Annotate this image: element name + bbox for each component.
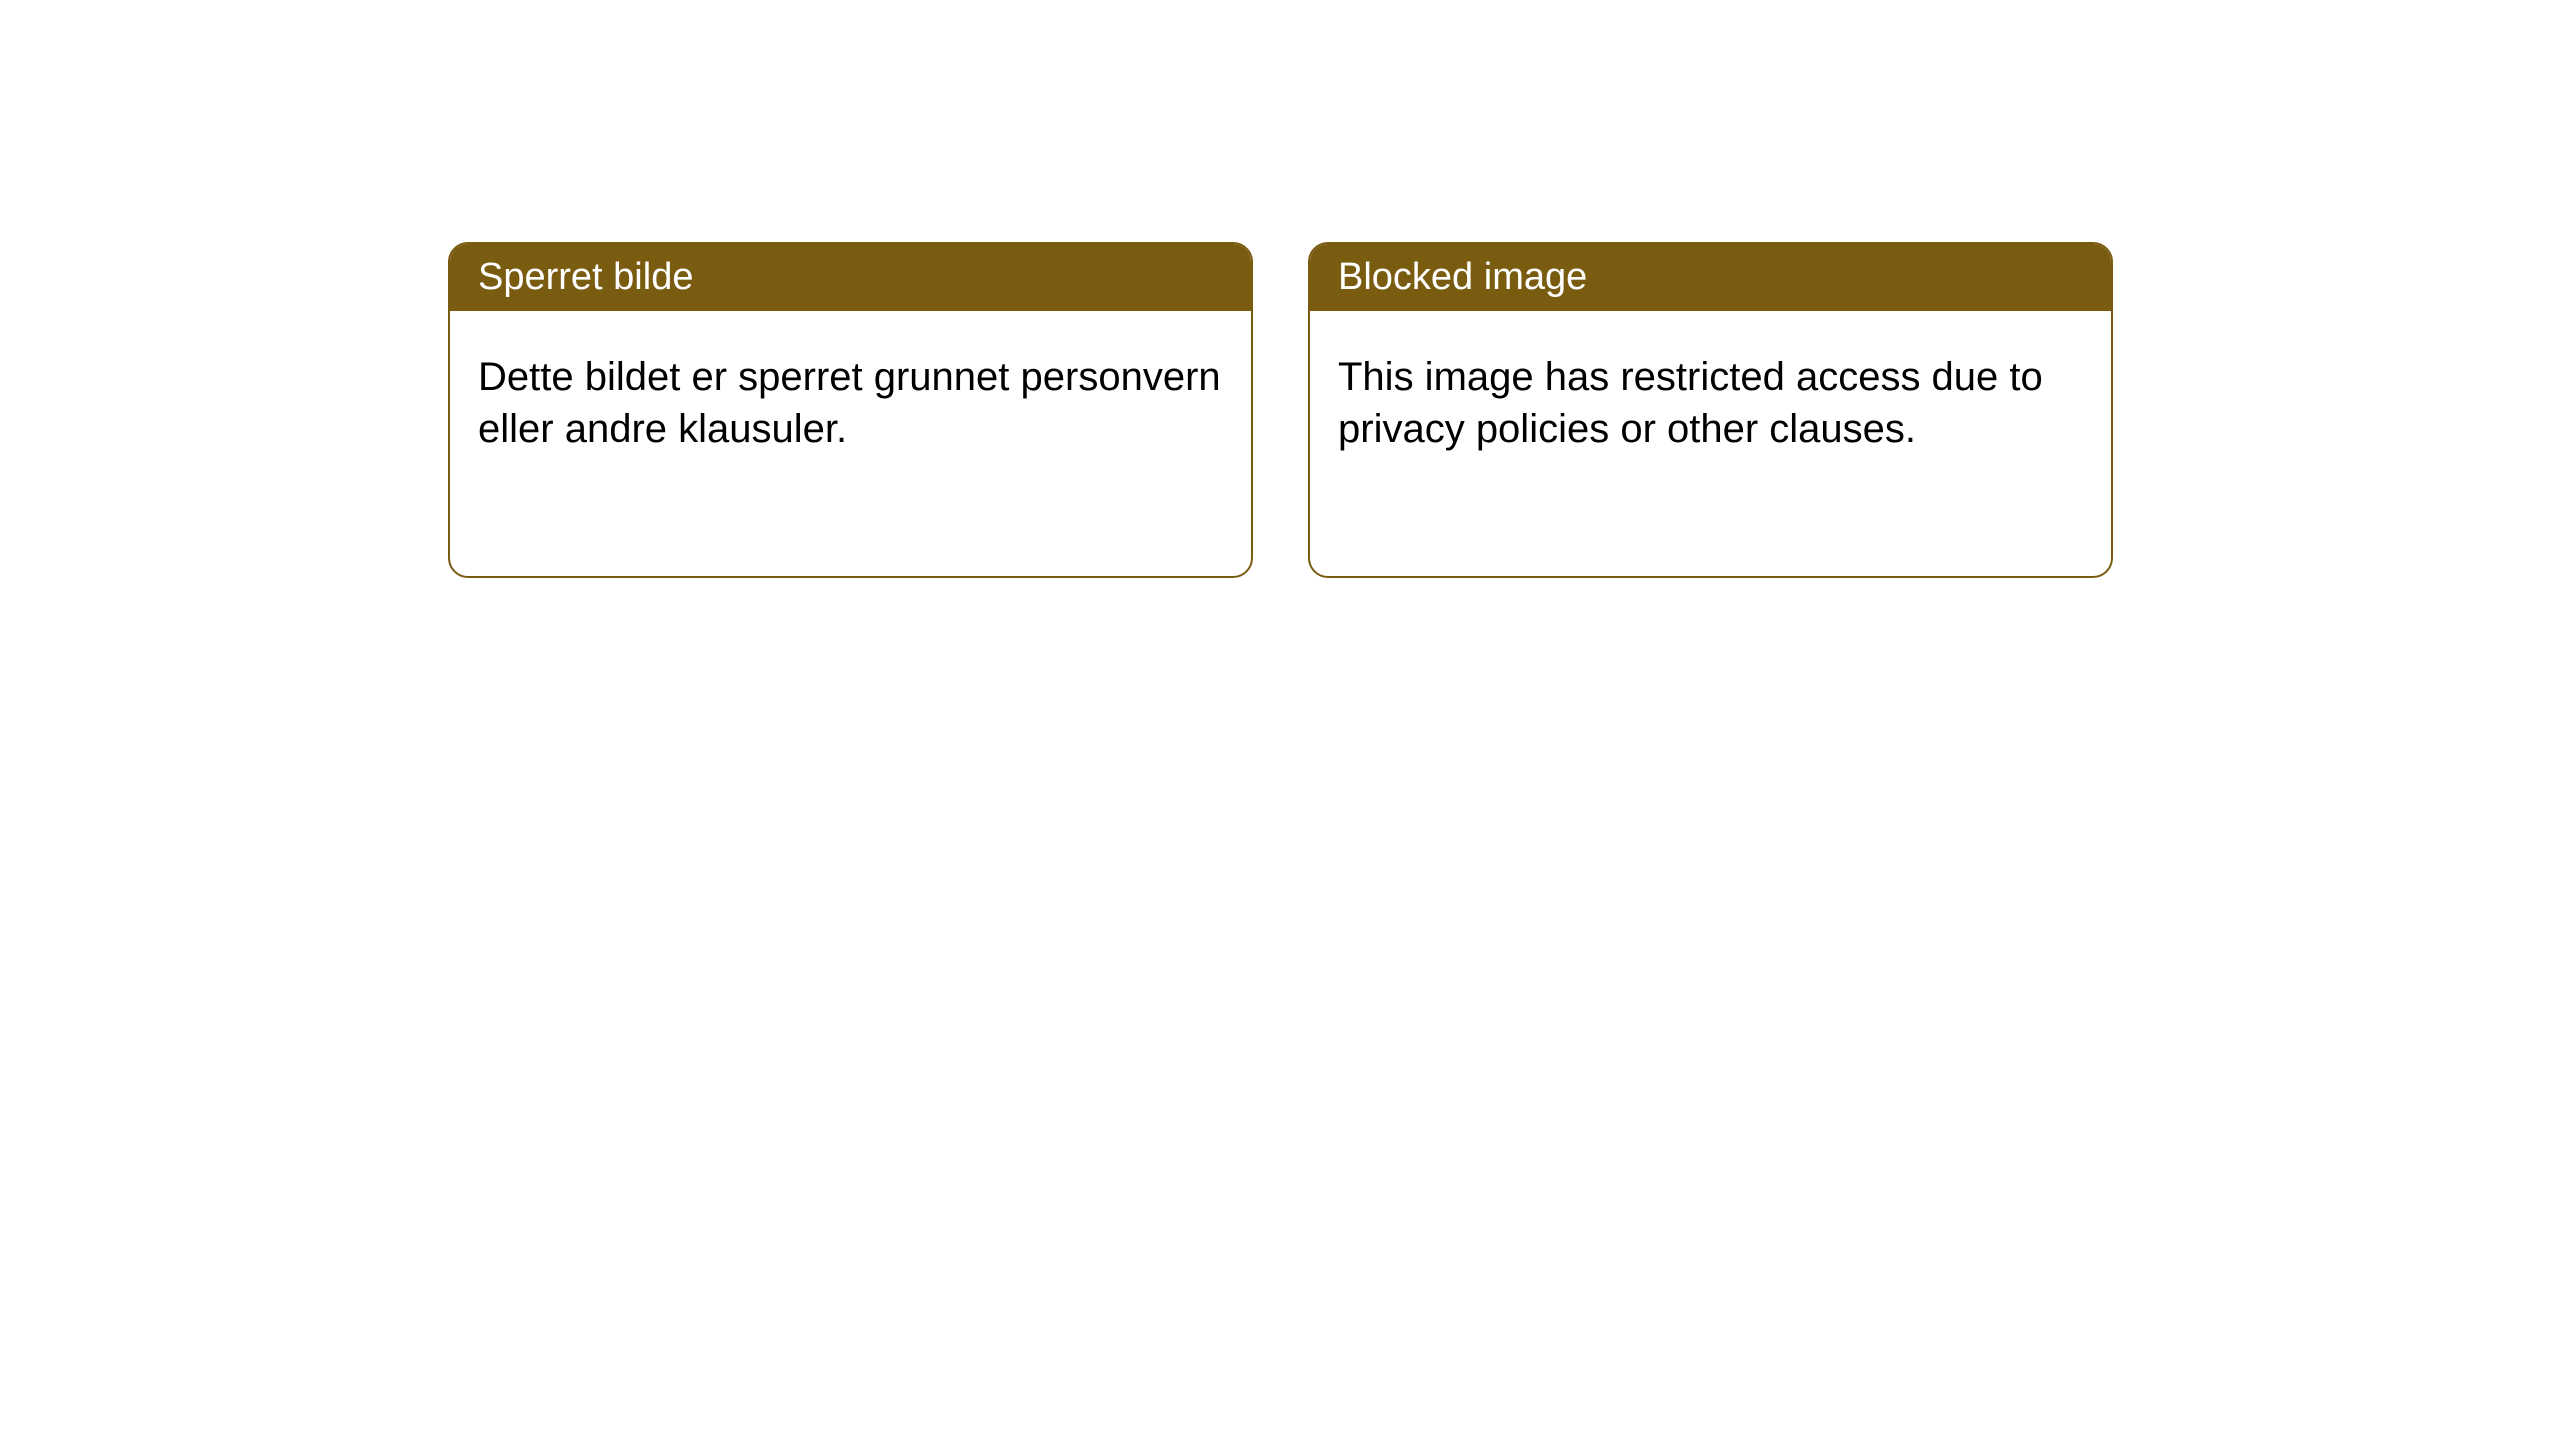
notice-box-norwegian: Sperret bilde Dette bildet er sperret gr… [448, 242, 1253, 578]
notice-container: Sperret bilde Dette bildet er sperret gr… [0, 0, 2560, 578]
notice-title: Blocked image [1338, 256, 1587, 298]
notice-box-english: Blocked image This image has restricted … [1308, 242, 2113, 578]
notice-body: Dette bildet er sperret grunnet personve… [450, 311, 1251, 495]
notice-message: Dette bildet er sperret grunnet personve… [478, 355, 1221, 451]
notice-header: Blocked image [1310, 244, 2111, 311]
notice-body: This image has restricted access due to … [1310, 311, 2111, 495]
notice-title: Sperret bilde [478, 256, 693, 298]
notice-header: Sperret bilde [450, 244, 1251, 311]
notice-message: This image has restricted access due to … [1338, 355, 2043, 451]
